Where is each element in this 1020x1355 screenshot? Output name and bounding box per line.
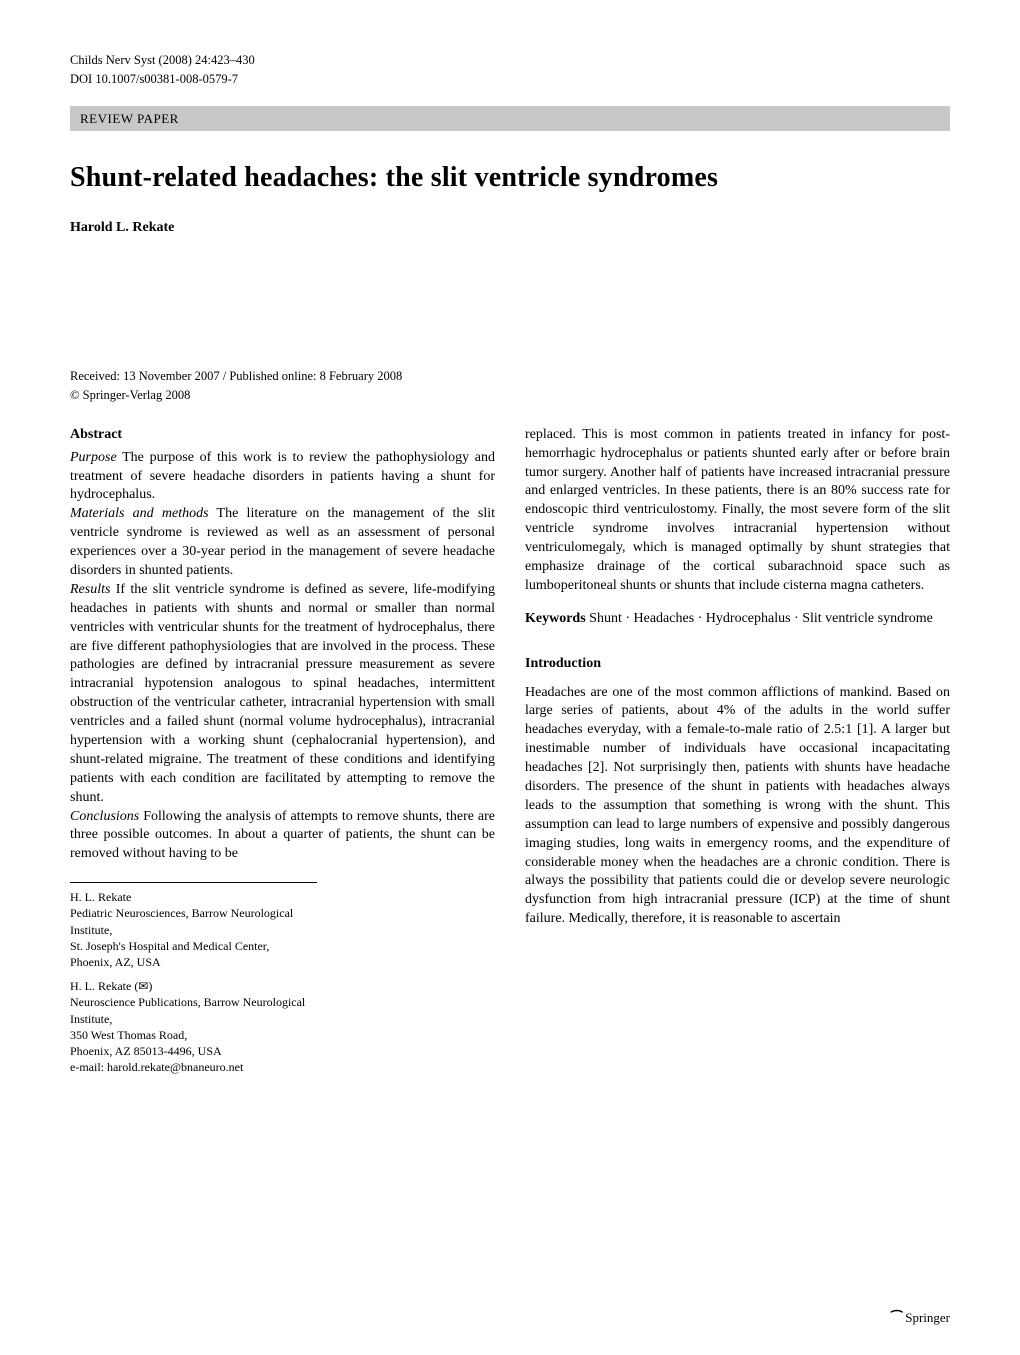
keywords-block: Keywords Shunt · Headaches · Hydrocephal… [525, 610, 950, 629]
introduction-text: Headaches are one of the most common aff… [525, 684, 950, 930]
abstract-heading: Abstract [70, 426, 495, 445]
affil2-name: H. L. Rekate (✉) [70, 978, 317, 994]
abstract-block: Abstract Purpose The purpose of this wor… [70, 426, 495, 864]
article-title: Shunt-related headaches: the slit ventri… [70, 159, 950, 197]
affil2-line2: 350 West Thomas Road, [70, 1027, 317, 1043]
affil1-line3: Phoenix, AZ, USA [70, 954, 317, 970]
materials-label: Materials and methods [70, 506, 209, 521]
doi: DOI 10.1007/s00381-008-0579-7 [70, 71, 950, 88]
publisher-footer: ⁀ Springer [892, 1309, 950, 1327]
affil2-email: e-mail: harold.rekate@bnaneuro.net [70, 1059, 317, 1075]
affil2-line1: Neuroscience Publications, Barrow Neurol… [70, 994, 317, 1026]
publisher-swoosh-icon: ⁀ [892, 1310, 902, 1325]
affil1-line1: Pediatric Neurosciences, Barrow Neurolog… [70, 905, 317, 937]
publisher-name: Springer [905, 1310, 950, 1325]
affil1-line2: St. Joseph's Hospital and Medical Center… [70, 938, 317, 954]
copyright-line: © Springer-Verlag 2008 [70, 387, 950, 404]
abstract-continuation-text: replaced. This is most common in patient… [525, 426, 950, 596]
abstract-purpose: Purpose The purpose of this work is to r… [70, 449, 495, 506]
abstract-results: Results If the slit ventricle syndrome i… [70, 581, 495, 808]
abstract-conclusions: Conclusions Following the analysis of at… [70, 808, 495, 865]
abstract-continuation: replaced. This is most common in patient… [525, 426, 950, 596]
introduction-heading: Introduction [525, 655, 950, 674]
affiliation-1: H. L. Rekate Pediatric Neurosciences, Ba… [70, 889, 317, 970]
affiliations-block: H. L. Rekate Pediatric Neurosciences, Ba… [70, 882, 317, 1075]
purpose-label: Purpose [70, 450, 117, 465]
affil2-line3: Phoenix, AZ 85013-4496, USA [70, 1043, 317, 1059]
results-label: Results [70, 582, 110, 597]
author-name: Harold L. Rekate [70, 219, 950, 238]
received-line: Received: 13 November 2007 / Published o… [70, 368, 950, 385]
affil1-name: H. L. Rekate [70, 889, 317, 905]
left-column: Abstract Purpose The purpose of this wor… [70, 426, 495, 1084]
purpose-text: The purpose of this work is to review th… [70, 450, 495, 503]
keywords-label: Keywords [525, 611, 586, 626]
right-column: replaced. This is most common in patient… [525, 426, 950, 1084]
keywords-text: Shunt · Headaches · Hydrocephalus · Slit… [586, 611, 933, 626]
conclusions-label: Conclusions [70, 809, 139, 824]
paper-type-bar: REVIEW PAPER [70, 106, 950, 132]
two-column-layout: Abstract Purpose The purpose of this wor… [70, 426, 950, 1084]
abstract-materials: Materials and methods The literature on … [70, 505, 495, 581]
running-head: Childs Nerv Syst (2008) 24:423–430 [70, 52, 950, 69]
affiliation-2: H. L. Rekate (✉) Neuroscience Publicatio… [70, 978, 317, 1075]
results-text: If the slit ventricle syndrome is define… [70, 582, 495, 805]
